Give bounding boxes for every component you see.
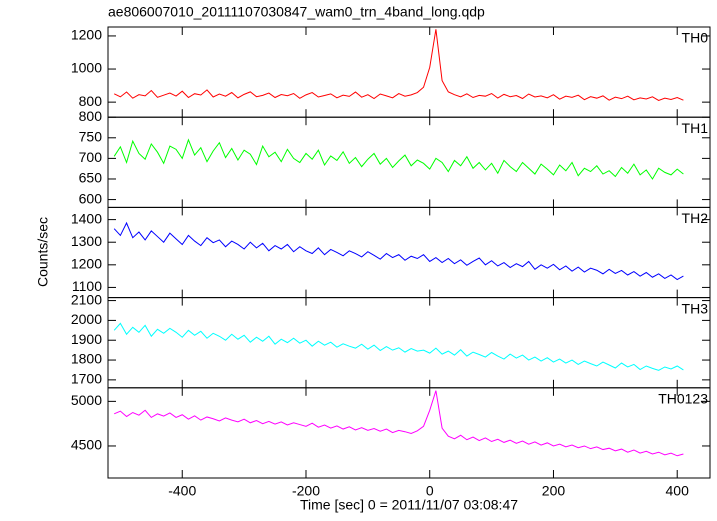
y-tick-label: 1700 (71, 371, 102, 387)
y-tick-label: 2100 (71, 291, 102, 307)
panel-label: TH2 (682, 210, 709, 226)
y-tick-label: 5000 (71, 392, 102, 408)
x-tick-label: -200 (292, 483, 320, 499)
data-line (113, 29, 684, 102)
panel-frame (107, 206, 711, 299)
y-tick-label: 4500 (71, 437, 102, 453)
panel-label: TH3 (682, 300, 709, 316)
chart-title: ae806007010_20111107030847_wam0_trn_4ban… (108, 4, 485, 20)
y-tick-label: 1900 (71, 331, 102, 347)
y-tick-label: 1000 (71, 60, 102, 76)
y-tick-label: 1200 (71, 256, 102, 272)
x-tick-label: 0 (426, 483, 434, 499)
data-line (113, 322, 684, 371)
panel-frame (107, 26, 711, 118)
y-tick-label: 800 (79, 108, 103, 124)
y-tick-label: 1800 (71, 351, 102, 367)
panel-label: TH0123 (658, 391, 708, 407)
y-tick-label: 1200 (71, 27, 102, 43)
data-line (113, 390, 684, 457)
y-tick-label: 1400 (71, 210, 102, 226)
y-tick-label: 600 (79, 190, 103, 206)
data-line (113, 221, 684, 281)
y-tick-label: 2000 (71, 311, 102, 327)
x-tick-label: -400 (168, 483, 196, 499)
data-line (113, 138, 684, 180)
y-tick-label: 700 (79, 149, 103, 165)
y-tick-label: 800 (79, 93, 103, 109)
x-tick-label: 200 (542, 483, 566, 499)
y-tick-label: 750 (79, 128, 103, 144)
panel-label: TH1 (682, 120, 709, 136)
y-axis-label: Counts/sec (35, 217, 51, 287)
y-tick-label: 1100 (72, 278, 102, 294)
panel-frame (107, 387, 711, 479)
y-tick-label: 1300 (71, 233, 102, 249)
y-tick-label: 650 (79, 170, 103, 186)
x-tick-label: 400 (666, 483, 690, 499)
x-axis-label: Time [sec] 0 = 2011/11/07 03:08:47 (300, 497, 518, 513)
panel-label: TH0 (682, 30, 709, 46)
panel-frame (107, 297, 711, 389)
